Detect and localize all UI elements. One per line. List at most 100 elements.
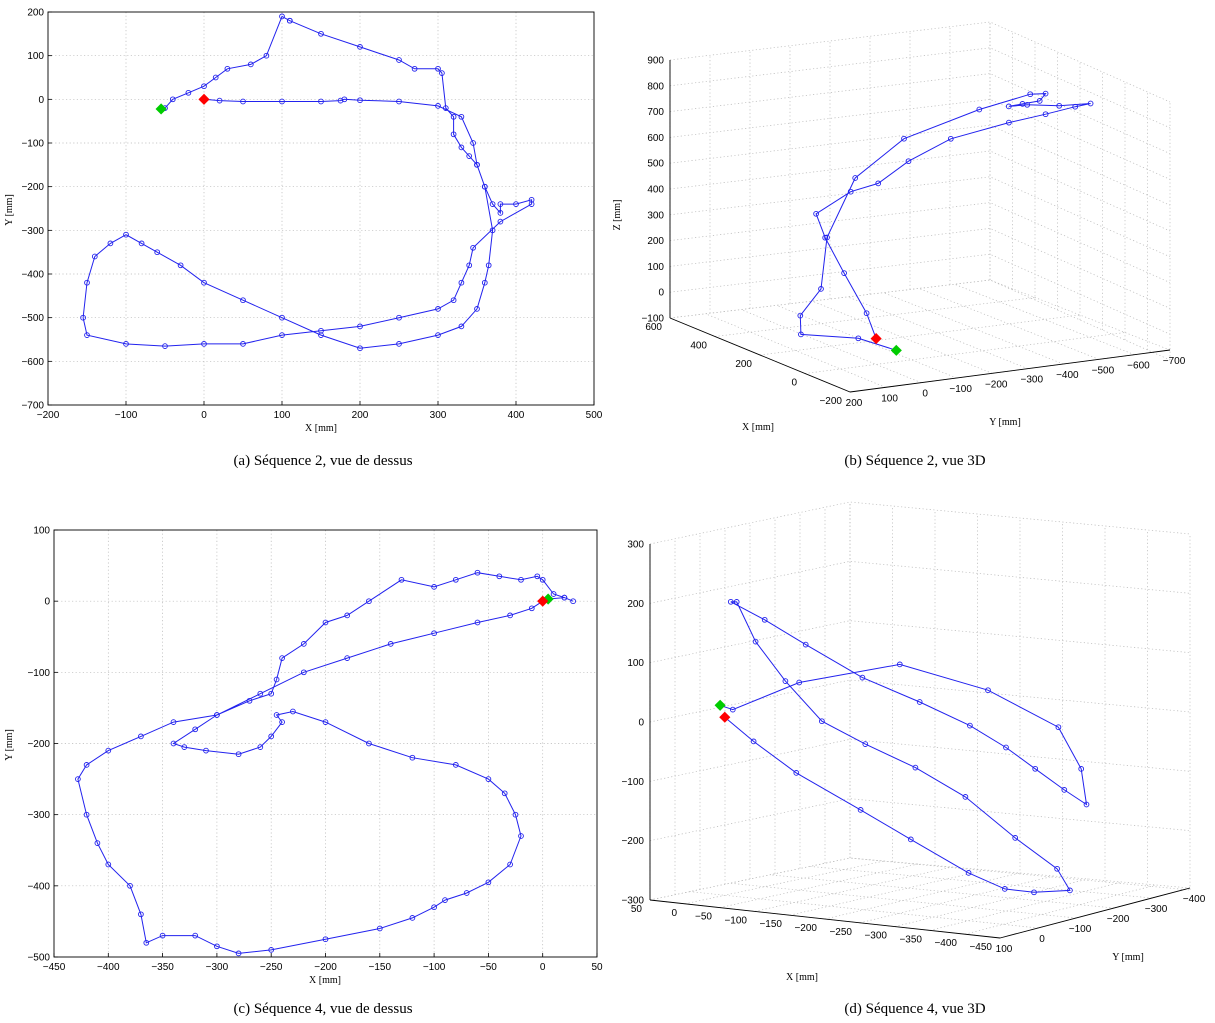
panel-a-data-point — [201, 83, 207, 90]
panel-a-data-point — [107, 240, 114, 247]
panel-d-data-point — [750, 738, 757, 745]
panel-a-data-point — [497, 210, 504, 216]
panel-a-x-tick-label: 500 — [586, 410, 603, 421]
panel-c-data-point — [105, 747, 112, 754]
panel-a-data-point — [466, 153, 473, 159]
panel-d-x-tick-label: −450 — [969, 942, 992, 953]
panel-b-gridline-z — [669, 73, 1171, 154]
panel-c-data-point — [170, 719, 177, 725]
panel-a-data-point — [177, 262, 184, 269]
panel-a-y-tick-label: −200 — [21, 182, 44, 193]
panel-b-gridline-z — [669, 202, 1171, 283]
panel-c-x-tick-label: −450 — [43, 962, 66, 973]
panel-a-data-point — [513, 201, 519, 207]
panel-c-data-point — [512, 811, 519, 818]
panel-a-x-ticks: −200 −100 0 100 200 300 400 500 — [37, 401, 603, 421]
panel-a-data-point — [411, 65, 418, 72]
panel-b-grid — [669, 21, 1171, 393]
panel-d-x-tick-label: −250 — [829, 927, 852, 938]
panel-a-data-point — [169, 96, 176, 103]
panel-d-gridline-floor — [929, 881, 1123, 931]
panel-d-data-point — [962, 794, 969, 800]
panel-a-grid — [48, 12, 594, 405]
panel-b-y-tick-label: −700 — [1163, 356, 1186, 367]
panel-b-data-point — [1042, 111, 1049, 118]
panel-a-data-point — [481, 183, 488, 190]
panel-d-data-point — [782, 678, 789, 684]
panel-d-gridline-z — [649, 679, 1191, 723]
panel-a-y-label: Y [mm] — [4, 194, 15, 226]
panel-a-data-point — [84, 279, 90, 286]
panel-d-data-point — [796, 679, 803, 686]
panel-d-x-label: X [mm] — [786, 972, 818, 983]
panel-d-series-line — [719, 601, 1088, 893]
panel-c-data-point — [507, 861, 513, 868]
panel-a-x-tick-label: −200 — [37, 410, 60, 421]
panel-c-data-point — [322, 719, 329, 725]
panel-d-data-point — [1055, 724, 1062, 731]
panel-a-data-point — [240, 98, 246, 105]
panel-a-data-point — [123, 341, 129, 347]
panel-b-z-label: Z [mm] — [612, 200, 623, 231]
panel-d-y-axis-line — [999, 887, 1191, 939]
panel-c-data-point — [507, 612, 513, 619]
panel-a-data-point — [279, 314, 285, 321]
panel-b-start-marker — [870, 333, 882, 345]
panel-d-data-point — [1083, 801, 1090, 808]
panel-a-caption: (a) Séquence 2, vue de dessus — [233, 453, 412, 469]
panel-d-x-tick-label: −300 — [864, 931, 887, 942]
panel-b-data-point — [976, 106, 983, 113]
panel-c-y-tick-label: −100 — [27, 668, 50, 679]
panel-b-data-point — [1019, 101, 1026, 107]
panel-c-x-tick-label: −200 — [314, 962, 337, 973]
panel-a-y-tick-label: 100 — [27, 51, 44, 62]
panel-c-data-point — [322, 619, 329, 626]
panel-c-data-point — [300, 669, 307, 676]
panel-c-data-point — [235, 950, 242, 957]
panel-a-data-point — [216, 97, 223, 104]
panel-c-y-tick-label: −500 — [27, 953, 50, 964]
panel-b-end-marker — [890, 344, 902, 356]
panel-c-y-tick-label: −400 — [27, 881, 50, 892]
panel-c-data-point — [273, 712, 280, 718]
panel-b-x-ticks: 600 400 200 0 −200 — [645, 322, 842, 407]
panel-c-data-point — [214, 943, 220, 950]
panel-c-data-point — [235, 751, 242, 758]
panel-a-data-point — [318, 98, 324, 105]
panel-c-x-tick-label: 50 — [591, 962, 603, 973]
panel-d-data-point — [802, 641, 809, 648]
panel-d-z-tick-label: 100 — [627, 658, 644, 669]
panel-c-data-point — [257, 744, 264, 750]
panel-c-data-point — [75, 776, 81, 782]
panel-c-x-tick-label: −400 — [97, 962, 120, 973]
panel-a-data-point — [263, 52, 270, 59]
panel-a-y-tick-label: 0 — [38, 95, 44, 106]
panel-c-x-tick-label: −150 — [369, 962, 392, 973]
panel-a-data-point — [528, 201, 535, 207]
panel-d-data-point — [965, 870, 972, 876]
panel-a: −200 −100 0 100 200 300 400 500 2001000−100−200… — [4, 8, 603, 470]
panel-b-gridline-floor — [954, 283, 1135, 355]
panel-c-data-point — [474, 619, 481, 626]
panel-c-data-point — [127, 882, 133, 889]
panel-d-z-tick-label: −200 — [621, 836, 644, 847]
panel-b-y-tick-label: −100 — [949, 384, 972, 395]
panel-a-y-ticks: 200 100 0 −100 −200 −300 −400 −500 −600 −700 — [21, 8, 52, 412]
panel-d-x-tick-label: −350 — [899, 934, 922, 945]
panel-c-data-point — [485, 879, 492, 886]
panel-a-data-point — [435, 65, 441, 72]
panel-d-x-tick-label: 50 — [631, 904, 643, 915]
panel-c-data-point — [344, 612, 351, 619]
panel-d-start-marker — [719, 711, 731, 723]
panel-d-grid — [649, 501, 1191, 939]
panel-d-x-tick-label: 0 — [671, 908, 677, 919]
panel-c-x-label: X [mm] — [309, 975, 341, 986]
panel-c-data-point — [366, 740, 372, 747]
panel-a-data-point — [201, 279, 207, 286]
panel-c-data-point — [431, 904, 437, 911]
panel-d-y-tick-label: −300 — [1145, 904, 1168, 915]
panel-a-data-point — [435, 332, 441, 338]
panel-b-data-point — [841, 270, 847, 276]
panel-b: −100 0 100 200 300 400 500 600 700 800 900 600 400 2… — [612, 21, 1186, 469]
panel-b-z-tick-label: 600 — [647, 133, 664, 144]
